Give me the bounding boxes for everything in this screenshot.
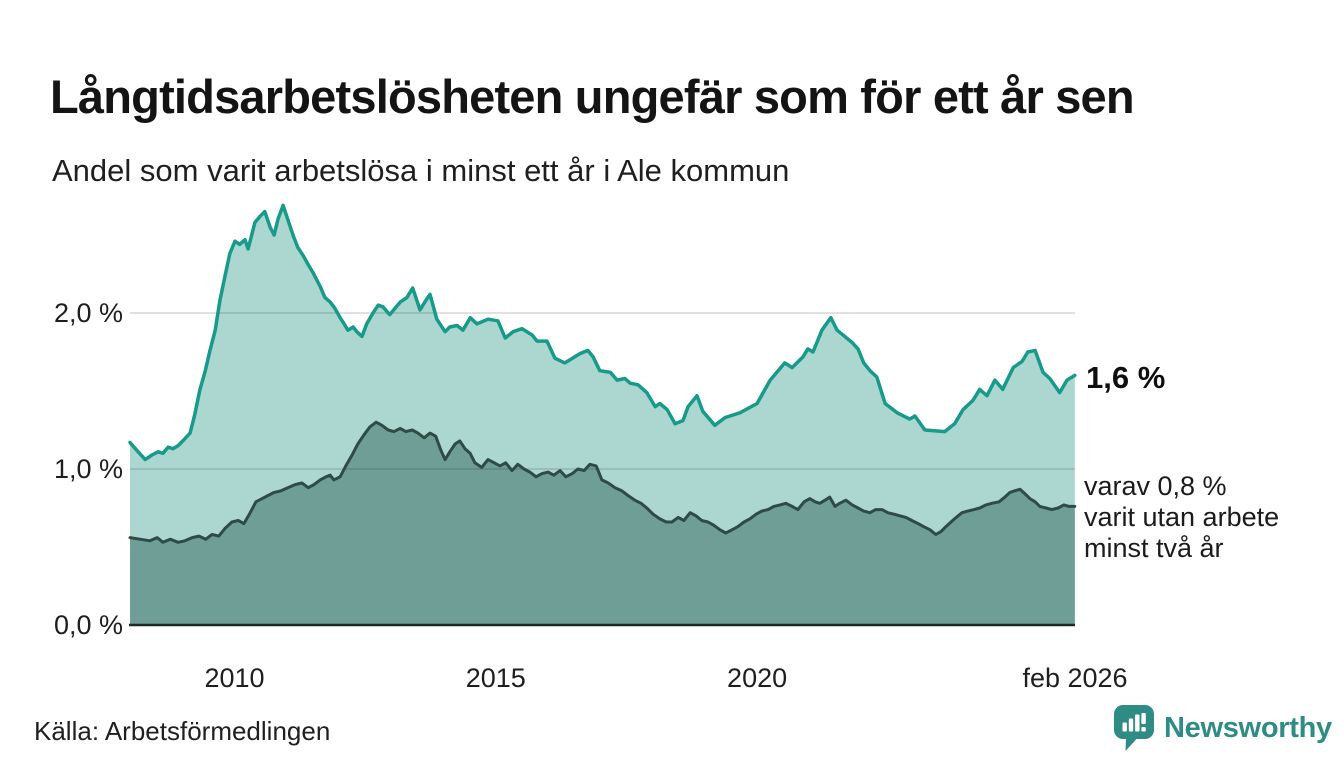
brand-name: Newsworthy [1164,712,1332,744]
source-label: Källa: Arbetsförmedlingen [34,716,331,746]
y-tick-label: 2,0 % [54,298,123,328]
current-value-label: 1,6 % [1086,360,1166,395]
x-tick-label: feb 2026 [1022,663,1127,693]
x-tick-label: 2010 [204,663,264,693]
x-tick-label: 2020 [727,663,787,693]
page-title: Långtidsarbetslösheten ungefär som för e… [50,70,1135,124]
x-tick-label: 2015 [466,663,526,693]
newsworthy-logo-icon [1114,705,1154,752]
series-line-1 [128,420,1077,544]
y-tick-label: 1,0 % [54,454,123,484]
series-area-1 [130,422,1075,625]
brand-logo: Newsworthy [1114,705,1332,752]
y-tick-label: 0,0 % [54,610,123,640]
secondary-value-label: varav 0,8 % varit utan arbete minst två … [1084,471,1280,563]
series-line-0 [128,203,1077,462]
chart-subtitle: Andel som varit arbetslösa i minst ett å… [52,153,790,188]
